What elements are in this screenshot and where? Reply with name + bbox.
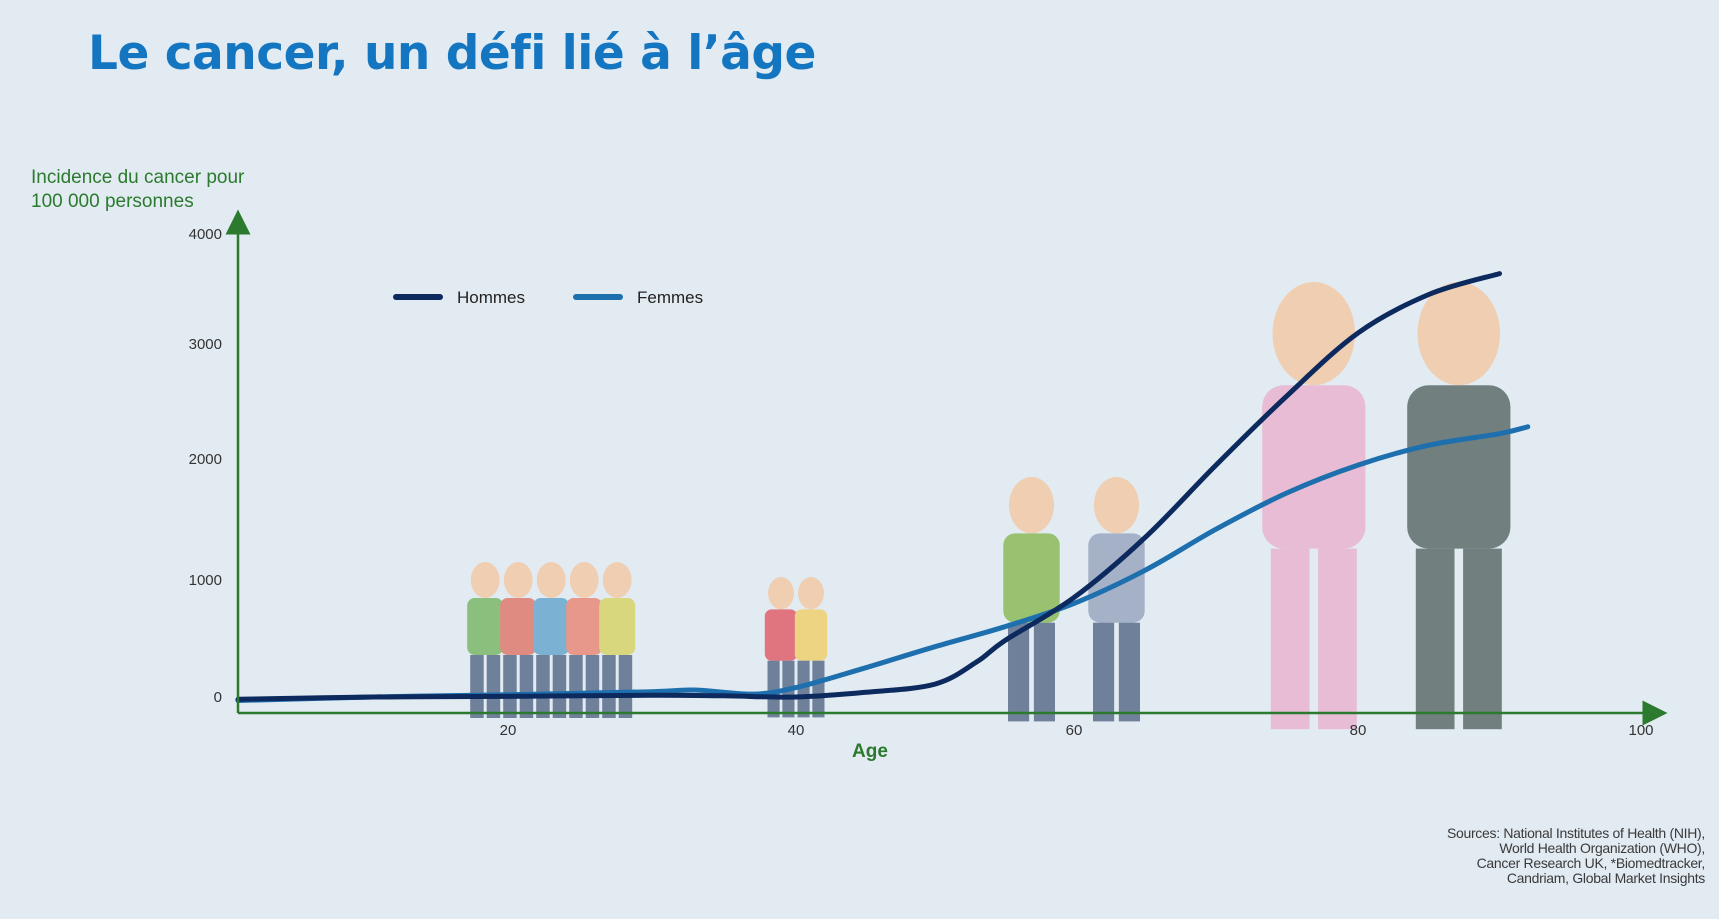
y-axis-label-line: Incidence du cancer pour: [31, 167, 245, 188]
figure-couple-40s: [764, 577, 828, 718]
person-figure: [566, 562, 603, 718]
x-axis-label: Age: [852, 741, 888, 762]
sources-line: Candriam, Global Market Insights: [1506, 870, 1705, 886]
x-tick-label: 40: [788, 722, 805, 739]
figure-group-youth: [467, 562, 636, 718]
series-lines: [235, 271, 1531, 703]
person-figure: [794, 577, 828, 718]
legend-item-femmes: Femmes: [573, 288, 703, 307]
people-illustrations: [467, 282, 1511, 730]
sources-line: Sources: National Institutes of Health (…: [1446, 825, 1705, 841]
sources-line: World Health Organization (WHO),: [1499, 840, 1705, 856]
y-tick-label: 4000: [189, 226, 222, 243]
legend: Hommes Femmes: [393, 288, 703, 307]
x-tick-label: 100: [1628, 722, 1653, 739]
person-figure: [1407, 282, 1511, 730]
person-figure: [500, 562, 537, 718]
y-axis-label: Incidence du cancer pour 100 000 personne…: [31, 166, 244, 214]
tick-labels: 0 1000 2000 3000 4000 20 40 60 80 100 Age: [189, 226, 1654, 762]
figure-couple-60s: [1003, 477, 1145, 722]
person-figure: [1088, 477, 1145, 722]
sources-note: Sources: National Institutes of Health (…: [1447, 826, 1705, 886]
legend-item-hommes: Hommes: [393, 288, 525, 307]
person-figure: [1003, 477, 1060, 722]
y-axis-label-line: 100 000 personnes: [31, 191, 194, 212]
page-title: Le cancer, un défi lié à l’âge: [88, 26, 816, 81]
y-tick-label: 3000: [189, 336, 222, 353]
person-figure: [467, 562, 504, 718]
person-figure: [599, 562, 636, 718]
y-tick-label: 1000: [189, 572, 222, 589]
figure-couple-80s: [1262, 282, 1511, 730]
legend-label: Femmes: [637, 288, 703, 307]
person-figure: [533, 562, 570, 718]
sources-line: Cancer Research UK, *Biomedtracker,: [1476, 855, 1706, 871]
person-figure: [764, 577, 798, 718]
y-tick-label: 0: [214, 689, 222, 706]
x-tick-label: 80: [1350, 722, 1367, 739]
x-tick-label: 60: [1066, 722, 1083, 739]
x-tick-label: 20: [500, 722, 517, 739]
person-figure: [1262, 282, 1366, 730]
y-tick-label: 2000: [189, 451, 222, 468]
axes: [225, 209, 1668, 726]
series-line-hommes: [235, 271, 1502, 702]
legend-label: Hommes: [457, 288, 525, 307]
